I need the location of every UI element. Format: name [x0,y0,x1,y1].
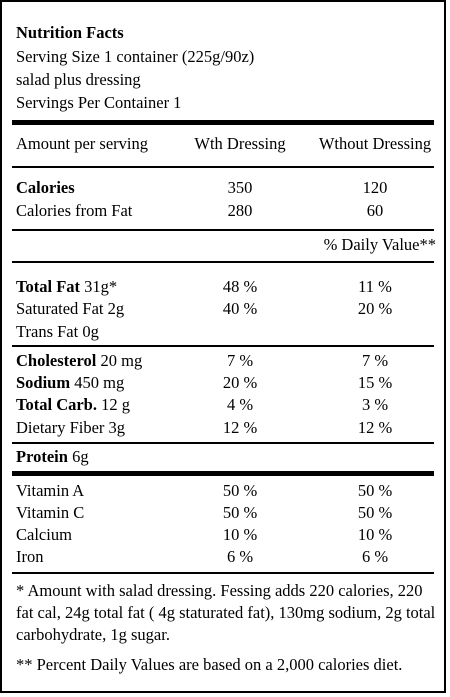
servings-per-container: Servings Per Container 1 [16,93,182,112]
divider-medium [12,572,434,574]
total-fat-without: 11 % [358,277,392,296]
saturated-fat-label: Saturated Fat 2g [16,299,125,318]
dietary-fiber-with: 12 % [222,418,258,437]
protein-amount: 6g [67,447,89,466]
cholesterol-label: Cholesterol [16,351,97,370]
daily-value-header: % Daily Value** [323,235,436,254]
divider-medium [12,261,434,263]
vitamin-with: 50 % [222,503,258,522]
serving-size: Serving Size 1 container (225g/90z) [16,47,255,66]
footnote-daily-values: ** Percent Daily Values are based on a 2… [16,655,403,674]
sodium-amount: 450 mg [70,373,125,392]
total-fat-label-group: Total Fat 31g* [16,276,117,298]
sodium-label: Sodium [16,373,71,392]
vitamin-label: Calcium [16,525,72,544]
sodium-with: 20 % [222,373,258,392]
divider-thick [12,120,434,125]
vitamin-label: Vitamin A [16,481,85,500]
divider-thick [12,471,434,476]
vitamin-without: 10 % [357,525,393,544]
cholesterol-amount: 20 mg [96,351,143,370]
total-fat-with: 48 % [222,277,258,296]
calories-from-fat-without: 60 [366,201,384,220]
dietary-fiber-without: 12 % [357,418,393,437]
saturated-fat-without: 20 % [357,299,393,318]
protein-label-group: Protein 6g [16,446,89,468]
without-dressing-header: Wthout Dressing [318,134,432,153]
vitamin-with: 10 % [222,525,258,544]
total-carb-label: Total Carb. [16,395,97,414]
amount-per-serving-label: Amount per serving [16,134,148,153]
vitamin-label: Vitamin C [16,503,85,522]
with-dressing-header: Wth Dressing [194,134,286,153]
protein-label: Protein [16,447,68,466]
serving-description: salad plus dressing [16,70,141,89]
vitamin-without: 50 % [357,503,393,522]
divider-medium [12,442,434,444]
vitamin-without: 50 % [357,481,393,500]
footnote-salad-dressing: * Amount with salad dressing. Fessing ad… [16,581,436,644]
total-carb-label-group: Total Carb. 12 g [16,394,130,416]
total-fat-label: Total Fat [16,277,81,296]
total-fat-amount: 31g* [80,277,118,296]
calories-from-fat-with: 280 [227,201,253,220]
saturated-fat-with: 40 % [222,299,258,318]
divider-medium [12,345,434,347]
vitamin-with: 50 % [222,481,258,500]
trans-fat-label: Trans Fat 0g [16,322,99,341]
dietary-fiber-label: Dietary Fiber 3g [16,418,126,437]
sodium-without: 15 % [357,373,393,392]
label-title: Nutrition Facts [16,23,124,42]
calories-label: Calories [16,178,75,197]
vitamin-without: 6 % [361,547,389,566]
total-carb-with: 4 % [226,395,254,414]
total-carb-without: 3 % [361,395,389,414]
cholesterol-with: 7 % [226,351,254,370]
vitamin-with: 6 % [226,547,254,566]
vitamin-label: Iron [16,547,44,566]
calories-from-fat-label: Calories from Fat [16,201,133,220]
total-carb-amount: 12 g [97,395,130,414]
calories-with: 350 [227,178,253,197]
sodium-label-group: Sodium 450 mg [16,372,124,394]
cholesterol-label-group: Cholesterol 20 mg [16,350,142,372]
cholesterol-without: 7 % [361,351,389,370]
divider-medium [12,166,434,168]
divider-medium [12,229,434,231]
calories-without: 120 [362,178,388,197]
